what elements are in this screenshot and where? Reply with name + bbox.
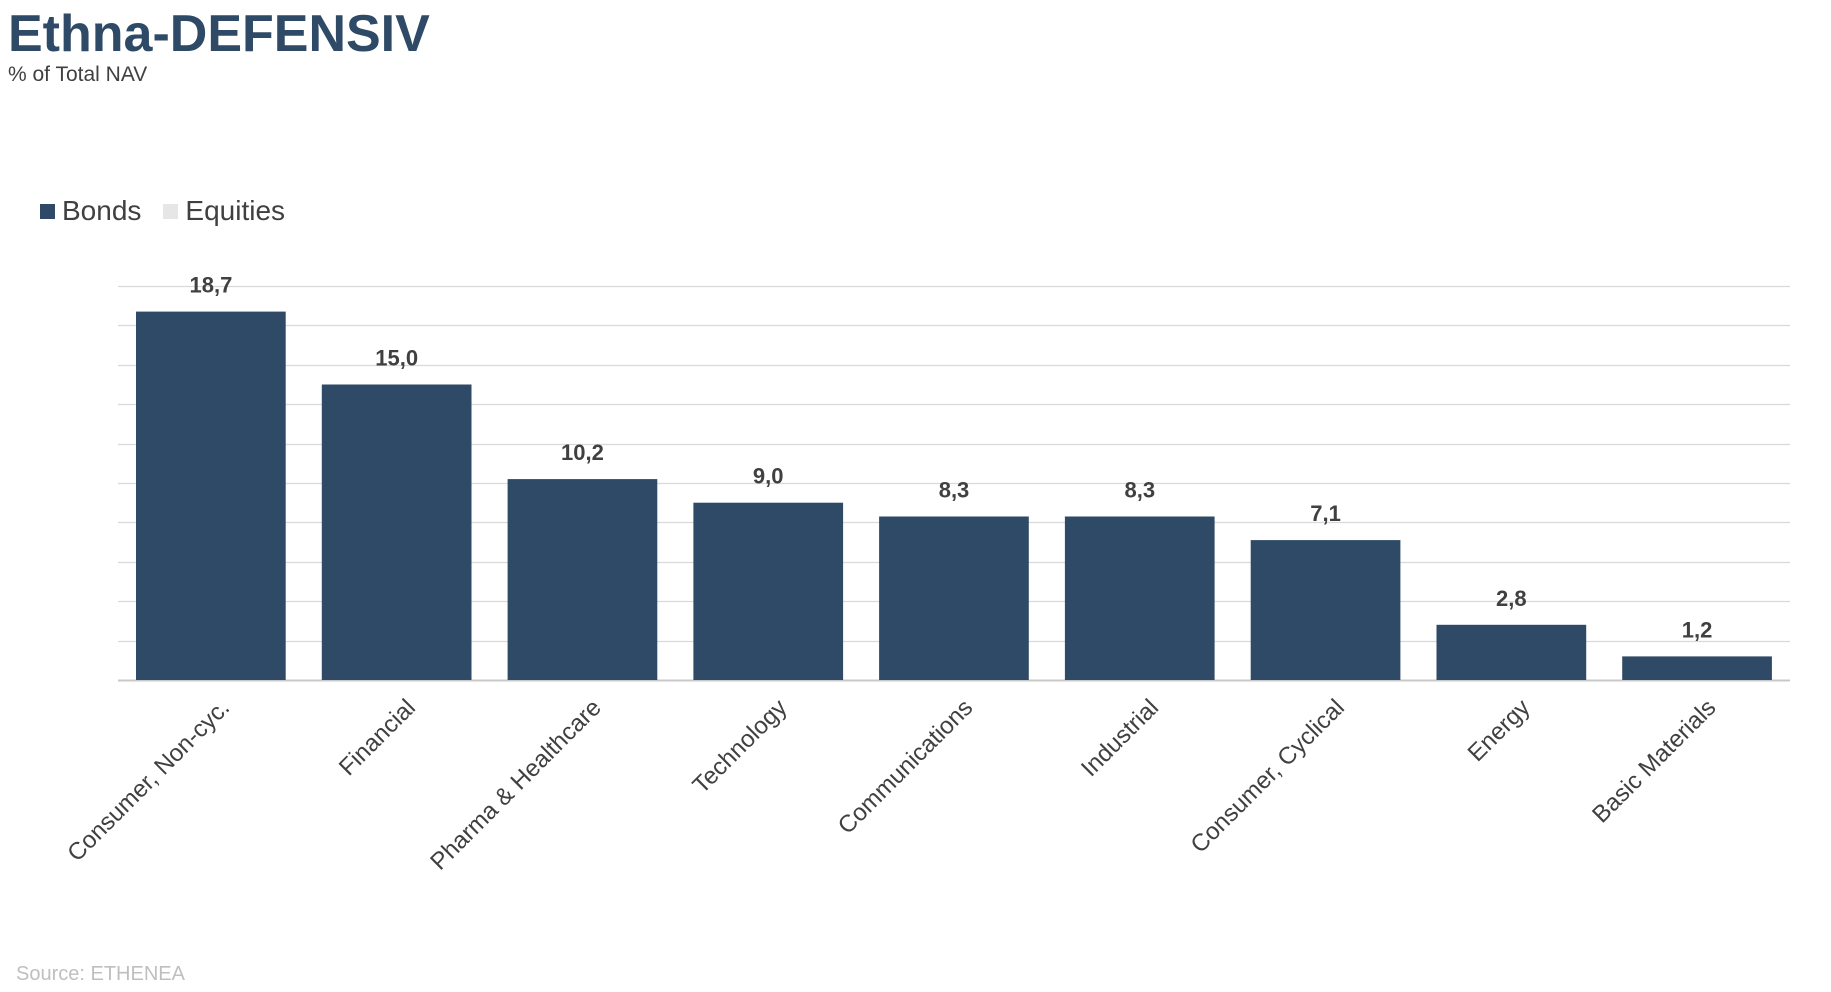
category-label-6: Consumer, Cyclical [1186,694,1350,858]
category-label-3: Technology [687,694,792,799]
data-label-2: 10,2 [561,440,604,465]
bar-1 [321,384,472,680]
bar-0 [136,311,286,680]
data-label-7: 2,8 [1496,586,1527,611]
bar-6 [1250,540,1401,680]
chart-subtitle: % of Total NAV [8,63,148,86]
category-axis: Consumer, Non-cyc. Financial Pharma & Heal… [62,694,1721,875]
legend-label-bonds: Bonds [62,195,142,226]
category-label-0: Consumer, Non-cyc. [62,694,235,867]
bars [136,311,1772,680]
bar-5 [1064,516,1215,680]
data-label-4: 8,3 [939,478,970,503]
category-label-7: Energy [1463,694,1536,767]
data-labels: 18,7 15,0 10,2 9,0 8,3 8,3 7,1 2,8 1,2 [189,273,1712,643]
data-label-5: 8,3 [1125,478,1156,503]
category-label-4: Communications [833,694,978,839]
category-label-1: Financial [334,694,421,781]
data-label-1: 15,0 [375,346,418,371]
bar-7 [1436,624,1587,680]
category-label-8: Basic Materials [1587,694,1721,828]
legend-label-equities: Equities [185,195,286,226]
data-label-0: 18,7 [189,273,232,298]
data-label-3: 9,0 [753,464,784,489]
bar-3 [693,502,844,680]
category-label-2: Pharma & Healthcare [425,694,606,875]
legend-item-bonds: Bonds [40,195,141,227]
legend-item-equities: Equities [163,195,285,227]
bar-2 [507,479,658,680]
chart-legend: Bonds Equities [40,195,307,227]
chart-title: Ethna-DEFENSIV [8,5,430,63]
source-note: Source: ETHENEA [16,963,185,985]
bar-8 [1622,656,1772,680]
data-label-8: 1,2 [1682,617,1713,642]
bar-4 [879,516,1029,680]
data-label-6: 7,1 [1310,501,1341,526]
legend-swatch-bonds [40,203,55,219]
legend-swatch-equities [163,203,179,219]
category-label-5: Industrial [1076,694,1164,782]
